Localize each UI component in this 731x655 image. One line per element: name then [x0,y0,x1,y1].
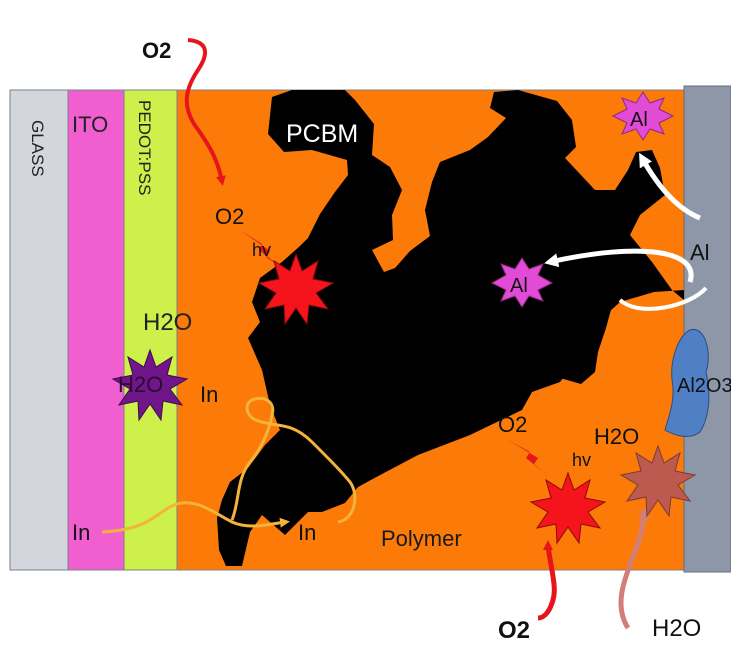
o2-right-label: O2 [498,412,527,437]
o2-bottom-label: O2 [498,617,530,644]
o2-inner-label: O2 [215,204,244,229]
lightning-left-icon [240,230,282,268]
al-diffusion-arrow-low [618,286,708,311]
al-star-top-icon [611,91,675,141]
o2-arrow-bottom [537,540,557,621]
indium-arrow-lower [101,501,290,534]
pcbm-domain-branch [456,300,612,384]
o2-arrow-top [184,38,226,186]
al2o3-label: Al2O3 [677,375,731,397]
al-electrode [683,85,731,573]
al-electrode-label: Al [690,240,710,265]
in-mid-label: In [298,520,316,545]
al-star-top-label: Al [630,109,648,131]
o2-star-left-icon [257,252,335,326]
polymer-label: Polymer [381,526,462,551]
al-diffusion-arrow-mid [544,248,694,283]
hv-right-label: hv [572,450,591,470]
glass-layer [9,89,69,571]
h2o-right-label: H2O [594,424,639,449]
pcbm-domain-top [217,90,684,566]
h2o-arrow-bottom [618,507,650,630]
h2o-star-purple-icon [111,348,189,422]
pedot-layer [123,89,178,571]
in-ito-label: In [72,520,90,545]
in-star-label: In [200,382,218,407]
al-diffusion-arrow-top [639,152,701,221]
glass-label: GLASS [28,120,47,177]
h2o-bottom-label: H2O [652,615,701,642]
al-star-mid-label: Al [510,275,528,297]
h2o-star-right-icon [619,444,697,518]
h2o-pedot-label: H2O [143,309,192,336]
indium-arrow-upper [230,396,357,524]
o2-top-label: O2 [142,38,171,63]
al-star-mid-icon [490,257,554,308]
h2o-star-label: H2O [118,372,163,397]
pedot-label: PEDOT:PSS [135,100,154,195]
ito-label: ITO [72,112,108,137]
hv-left-label: hv [252,240,271,260]
o2-star-right-icon [529,471,607,545]
ito-layer [67,89,125,571]
pcbm-label: PCBM [286,120,358,148]
al2o3-blob [664,329,710,437]
lightning-right-icon [508,440,548,476]
